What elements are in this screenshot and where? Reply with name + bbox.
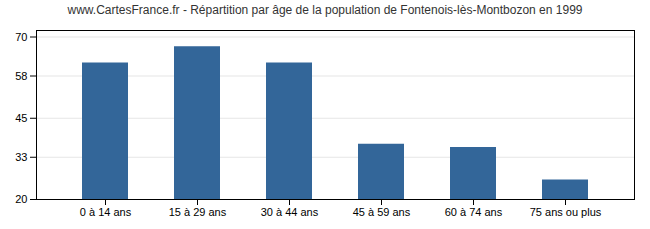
svg-text:33: 33 [15, 151, 27, 163]
svg-text:75 ans ou plus: 75 ans ou plus [530, 206, 602, 218]
svg-text:20: 20 [15, 193, 27, 205]
svg-text:60 à 74 ans: 60 à 74 ans [445, 206, 503, 218]
html-text:www.CartesFrance.fr - Répartit: www.CartesFrance.fr - Répartition par âg… [67, 3, 583, 17]
svg-text:15 à 29 ans: 15 à 29 ans [169, 206, 227, 218]
svg-text:30 à 44 ans: 30 à 44 ans [261, 206, 319, 218]
svg-text:58: 58 [15, 70, 27, 82]
svg-text:45 à 59 ans: 45 à 59 ans [353, 206, 411, 218]
svg-text:0 à 14 ans: 0 à 14 ans [80, 206, 132, 218]
svg-text:45: 45 [15, 112, 27, 124]
svg-text:70: 70 [15, 31, 27, 43]
